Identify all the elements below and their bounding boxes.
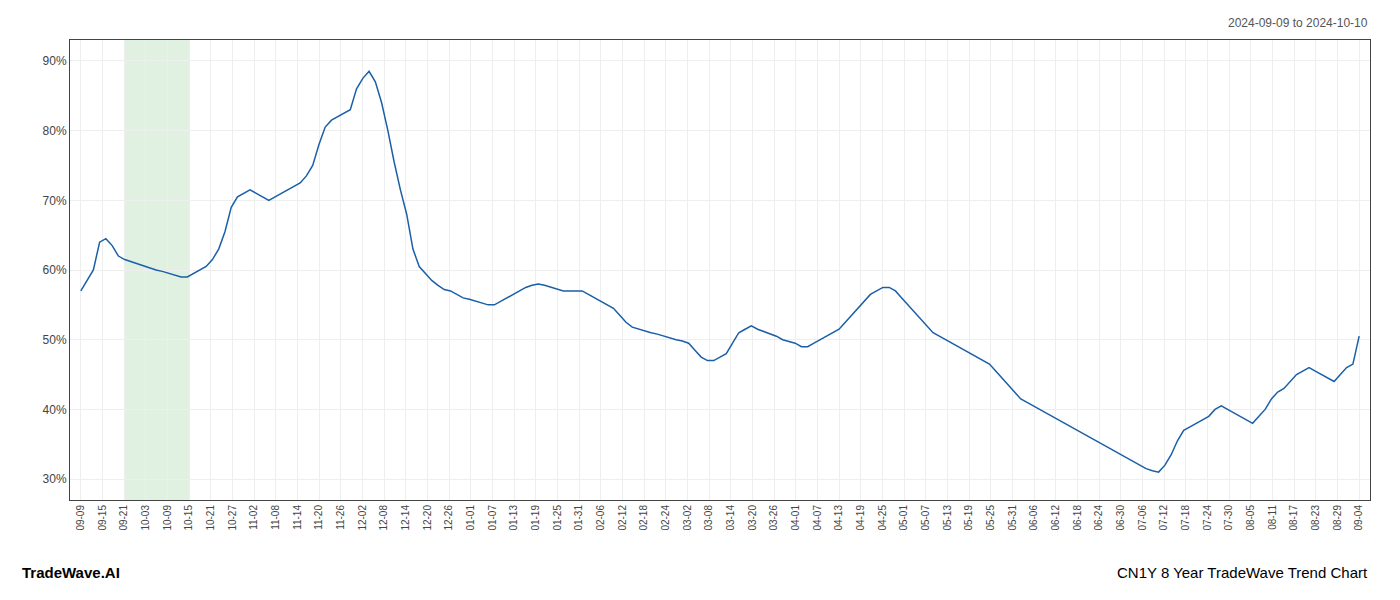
svg-text:01-31: 01-31 <box>573 505 584 531</box>
svg-text:08-17: 08-17 <box>1288 505 1299 531</box>
svg-text:02-06: 02-06 <box>595 505 606 531</box>
svg-text:90%: 90% <box>43 54 67 68</box>
svg-text:11-26: 11-26 <box>335 505 346 530</box>
svg-text:10-09: 10-09 <box>162 505 173 531</box>
svg-text:12-08: 12-08 <box>378 505 389 531</box>
svg-text:08-23: 08-23 <box>1310 505 1321 531</box>
svg-text:06-24: 06-24 <box>1093 505 1104 531</box>
svg-text:08-11: 08-11 <box>1267 505 1278 530</box>
svg-text:01-13: 01-13 <box>508 505 519 531</box>
svg-text:01-25: 01-25 <box>552 505 563 531</box>
svg-text:06-30: 06-30 <box>1115 505 1126 531</box>
svg-text:40%: 40% <box>43 403 67 417</box>
svg-text:2024-09-09 to 2024-10-10: 2024-09-09 to 2024-10-10 <box>1228 16 1368 30</box>
svg-text:06-12: 06-12 <box>1050 505 1061 531</box>
svg-text:04-01: 04-01 <box>790 505 801 531</box>
svg-text:02-18: 02-18 <box>638 505 649 531</box>
svg-text:07-24: 07-24 <box>1202 505 1213 531</box>
svg-text:09-21: 09-21 <box>118 505 129 531</box>
svg-text:09-04: 09-04 <box>1353 505 1364 531</box>
svg-text:12-14: 12-14 <box>400 505 411 531</box>
svg-text:03-02: 03-02 <box>682 505 693 531</box>
svg-text:04-13: 04-13 <box>833 505 844 531</box>
svg-text:10-15: 10-15 <box>183 505 194 531</box>
svg-text:70%: 70% <box>43 194 67 208</box>
svg-text:03-08: 03-08 <box>703 505 714 531</box>
svg-text:80%: 80% <box>43 124 67 138</box>
svg-text:50%: 50% <box>43 333 67 347</box>
svg-text:10-03: 10-03 <box>140 505 151 531</box>
svg-text:11-08: 11-08 <box>270 505 281 530</box>
svg-text:60%: 60% <box>43 263 67 277</box>
svg-text:03-14: 03-14 <box>725 505 736 531</box>
svg-text:07-18: 07-18 <box>1180 505 1191 531</box>
svg-text:05-19: 05-19 <box>963 505 974 531</box>
svg-text:10-21: 10-21 <box>205 505 216 531</box>
svg-text:TradeWave.AI: TradeWave.AI <box>22 564 120 581</box>
svg-text:12-02: 12-02 <box>357 505 368 531</box>
svg-text:07-06: 07-06 <box>1137 505 1148 531</box>
svg-text:02-12: 02-12 <box>617 505 628 531</box>
svg-text:07-12: 07-12 <box>1158 505 1169 531</box>
svg-text:12-20: 12-20 <box>422 505 433 531</box>
svg-text:07-30: 07-30 <box>1223 505 1234 531</box>
svg-text:05-13: 05-13 <box>942 505 953 531</box>
svg-text:01-19: 01-19 <box>530 505 541 531</box>
svg-text:06-06: 06-06 <box>1028 505 1039 531</box>
svg-text:08-05: 08-05 <box>1245 505 1256 531</box>
svg-text:11-14: 11-14 <box>292 505 303 530</box>
svg-text:05-25: 05-25 <box>985 505 996 531</box>
svg-text:01-07: 01-07 <box>487 505 498 531</box>
svg-text:CN1Y 8 Year TradeWave Trend Ch: CN1Y 8 Year TradeWave Trend Chart <box>1117 564 1368 581</box>
svg-text:09-15: 09-15 <box>97 505 108 531</box>
svg-text:11-02: 11-02 <box>248 505 259 530</box>
svg-text:11-20: 11-20 <box>313 505 324 530</box>
svg-text:10-27: 10-27 <box>227 505 238 531</box>
svg-text:09-09: 09-09 <box>75 505 86 531</box>
svg-text:03-20: 03-20 <box>747 505 758 531</box>
svg-text:06-18: 06-18 <box>1072 505 1083 531</box>
svg-text:02-24: 02-24 <box>660 505 671 531</box>
svg-text:30%: 30% <box>43 472 67 486</box>
svg-text:01-01: 01-01 <box>465 505 476 531</box>
svg-text:12-26: 12-26 <box>443 505 454 531</box>
svg-text:04-19: 04-19 <box>855 505 866 531</box>
svg-text:08-29: 08-29 <box>1332 505 1343 531</box>
svg-text:04-25: 04-25 <box>877 505 888 531</box>
svg-text:05-01: 05-01 <box>898 505 909 531</box>
svg-text:05-07: 05-07 <box>920 505 931 531</box>
svg-text:05-31: 05-31 <box>1007 505 1018 531</box>
svg-text:03-26: 03-26 <box>768 505 779 531</box>
svg-text:04-07: 04-07 <box>812 505 823 531</box>
